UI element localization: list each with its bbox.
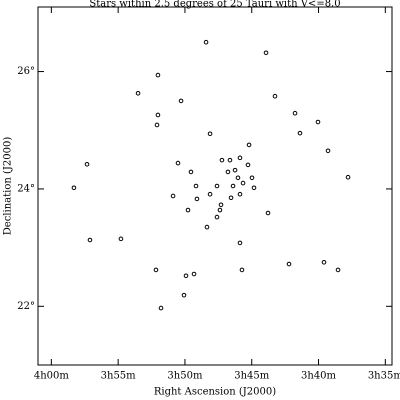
star [71,185,77,191]
star [228,195,234,201]
star [237,155,243,161]
star [235,175,241,181]
y-tick-label: 26° [17,66,35,77]
x-tick-label: 3h45m [234,371,270,382]
x-axis-label: Right Ascension (J2000) [154,387,276,398]
x-tick-label: 3h50m [167,371,203,382]
star [335,267,341,273]
star [218,202,224,208]
star [292,110,298,116]
x-tick-label: 3h55m [101,371,137,382]
star [194,196,200,202]
star [249,175,255,181]
star [87,237,93,243]
star [183,273,189,279]
star [325,148,331,154]
chart-title: Stars within 2.5 degrees of 25 Tauri wit… [89,0,340,10]
star [154,122,160,128]
star [135,90,141,96]
y-tick-label: 22° [17,301,35,312]
star [207,131,213,137]
y-tick-label: 24° [17,183,35,194]
star [181,292,187,298]
star [84,161,90,167]
plot-frame [37,6,393,366]
star [225,169,231,175]
star [272,93,278,99]
star [251,185,257,191]
star [170,193,176,199]
star [227,157,233,163]
star [345,174,351,180]
x-tick-label: 3h40m [301,371,337,382]
star [286,261,292,267]
star [246,142,252,148]
star [263,50,269,56]
star [217,207,223,213]
star [178,98,184,104]
star [214,214,220,220]
y-axis-label: Declination (J2000) [3,137,14,236]
star [321,259,327,265]
star [204,224,210,230]
star [237,191,243,197]
star [203,39,209,45]
star [155,112,161,118]
star [230,183,236,189]
star [185,207,191,213]
star [175,160,181,166]
star [240,180,246,186]
star [158,305,164,311]
star [237,240,243,246]
star [297,130,303,136]
star [193,183,199,189]
star [207,191,213,197]
star [191,271,197,277]
star [219,157,225,163]
star [155,72,161,78]
star [232,167,238,173]
star [265,210,271,216]
star [153,267,159,273]
star [118,236,124,242]
star [214,183,220,189]
star [188,169,194,175]
star [315,119,321,125]
x-tick-label: 3h35m [368,371,400,382]
star [239,267,245,273]
x-tick-label: 4h00m [34,371,70,382]
star [245,162,251,168]
